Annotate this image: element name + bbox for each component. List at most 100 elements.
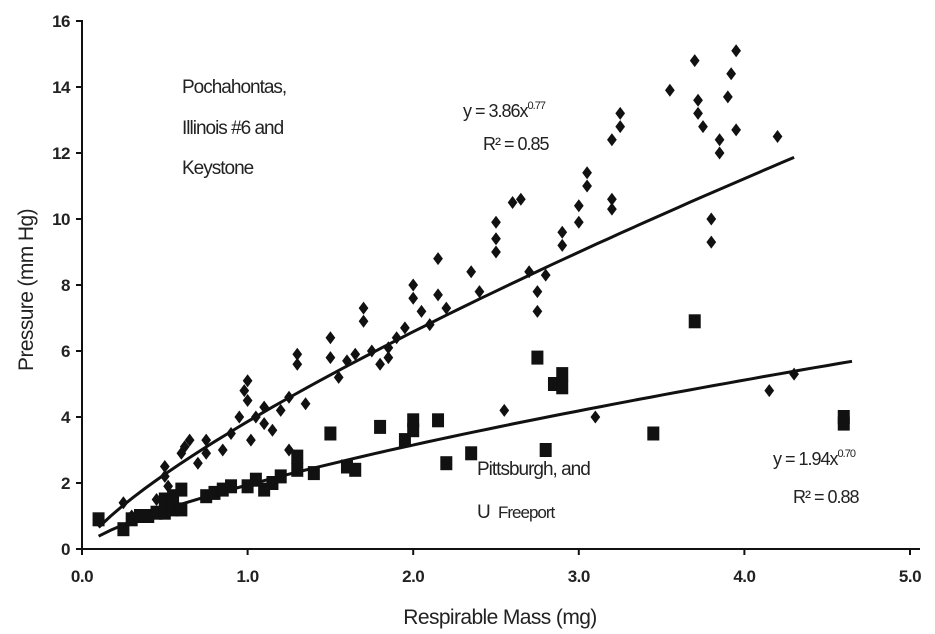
diamond-point xyxy=(706,235,717,249)
diamond-point xyxy=(325,351,336,365)
diamond-point xyxy=(383,351,394,365)
fit1-equation-base: y = 3.86x xyxy=(463,101,529,121)
square-point xyxy=(175,482,188,497)
diamond-point xyxy=(714,133,725,147)
diamond-point xyxy=(246,433,256,447)
fit1-r2: R² = 0.85 xyxy=(483,134,550,154)
diamond-point xyxy=(607,192,617,206)
diamond-point xyxy=(491,245,501,259)
x-tick-label: 2.0 xyxy=(402,567,424,586)
diamond-point xyxy=(300,397,311,411)
diamond-point xyxy=(275,403,286,417)
diamond-point xyxy=(441,301,452,315)
diamond-point xyxy=(689,54,700,68)
square-point xyxy=(92,512,105,527)
diamond-point xyxy=(706,212,717,226)
diamond-point xyxy=(179,440,190,454)
fit-curve-1 xyxy=(97,156,795,529)
diamond-point xyxy=(366,344,377,358)
diamond-point xyxy=(267,423,278,437)
diamond-point xyxy=(615,106,626,120)
x-tick-label: 5.0 xyxy=(899,567,921,586)
square-point xyxy=(407,423,420,438)
diamond-point xyxy=(698,120,708,134)
diamond-point xyxy=(408,291,419,305)
y-tick-label: 0 xyxy=(61,540,70,559)
diamond-point xyxy=(731,44,741,58)
diamond-point xyxy=(251,410,261,424)
fit2-equation-exponent: 0.70 xyxy=(838,448,856,460)
square-point xyxy=(291,449,304,464)
diamond-point xyxy=(491,215,501,229)
diamond-point xyxy=(242,374,253,388)
y-tick-label: 8 xyxy=(61,276,70,295)
x-ticks: 0.0 1.0 2.0 3.0 4.0 5.0 xyxy=(71,549,922,586)
diamond-point xyxy=(491,232,501,246)
diamond-point xyxy=(532,285,543,299)
diamond-point xyxy=(408,278,419,292)
annotation-group2-line1: Pittsburgh, and xyxy=(477,459,590,480)
square-point xyxy=(539,443,552,457)
diamond-point xyxy=(726,67,737,81)
square-point xyxy=(117,522,130,537)
diamond-point xyxy=(772,130,783,143)
diamond-point xyxy=(693,93,703,107)
diamond-point xyxy=(499,403,510,417)
square-point xyxy=(432,413,445,428)
square-point xyxy=(291,462,304,477)
diamond-point xyxy=(789,367,799,381)
square-point xyxy=(531,350,544,365)
square-point xyxy=(125,512,138,527)
square-point xyxy=(556,367,569,382)
square-point xyxy=(324,426,337,441)
diamond-point xyxy=(416,304,427,318)
square-point xyxy=(374,419,387,434)
diamond-point xyxy=(540,268,551,282)
square-point xyxy=(465,446,478,461)
diamond-point xyxy=(234,410,245,424)
y-tick-label: 2 xyxy=(61,474,70,493)
fit2-equation: y = 1.94x0.70 xyxy=(773,448,856,469)
diamond-point xyxy=(573,215,584,229)
diamond-point xyxy=(159,469,170,483)
fit-lines xyxy=(97,156,853,538)
diamond-point xyxy=(693,106,703,120)
x-axis-title: Respirable Mass (mg) xyxy=(403,606,596,629)
diamond-point xyxy=(292,357,303,371)
annotation-group1-line3: Keystone xyxy=(182,158,254,179)
annotation-group1-line1: Pochahontas, xyxy=(182,77,286,98)
diamond-point xyxy=(400,321,410,335)
square-point xyxy=(440,456,453,471)
square-point xyxy=(837,416,850,431)
series-squares xyxy=(92,314,850,537)
diamond-point xyxy=(607,202,617,216)
diamond-point xyxy=(217,443,228,457)
diamond-point xyxy=(764,384,775,398)
diamond-point xyxy=(391,331,402,345)
square-point xyxy=(274,469,287,484)
diamond-point xyxy=(615,120,626,134)
diamond-point xyxy=(557,225,568,239)
diamond-point xyxy=(573,199,584,213)
annotation-group2-prefix: U xyxy=(477,502,490,523)
y-ticks: 0 2 4 6 8 10 12 14 16 xyxy=(52,12,82,559)
y-axis-title: Pressure (mm Hg) xyxy=(15,209,38,371)
square-point xyxy=(556,380,569,395)
y-tick-label: 14 xyxy=(52,78,71,97)
y-tick-label: 12 xyxy=(52,144,70,163)
y-tick-label: 4 xyxy=(61,408,71,427)
diamond-point xyxy=(474,285,485,299)
diamond-point xyxy=(731,123,741,137)
diamond-point xyxy=(242,394,253,407)
series-diamonds xyxy=(93,44,799,526)
diamond-point xyxy=(193,456,203,470)
diamond-point xyxy=(284,390,294,404)
square-point xyxy=(688,314,701,329)
x-tick-label: 0.0 xyxy=(71,567,93,586)
diamond-point xyxy=(201,446,212,460)
diamond-point xyxy=(259,400,270,414)
diamond-point xyxy=(201,433,212,447)
diamond-point xyxy=(722,90,733,104)
annotation-group1-line2: Illinois #6 and xyxy=(182,118,284,139)
